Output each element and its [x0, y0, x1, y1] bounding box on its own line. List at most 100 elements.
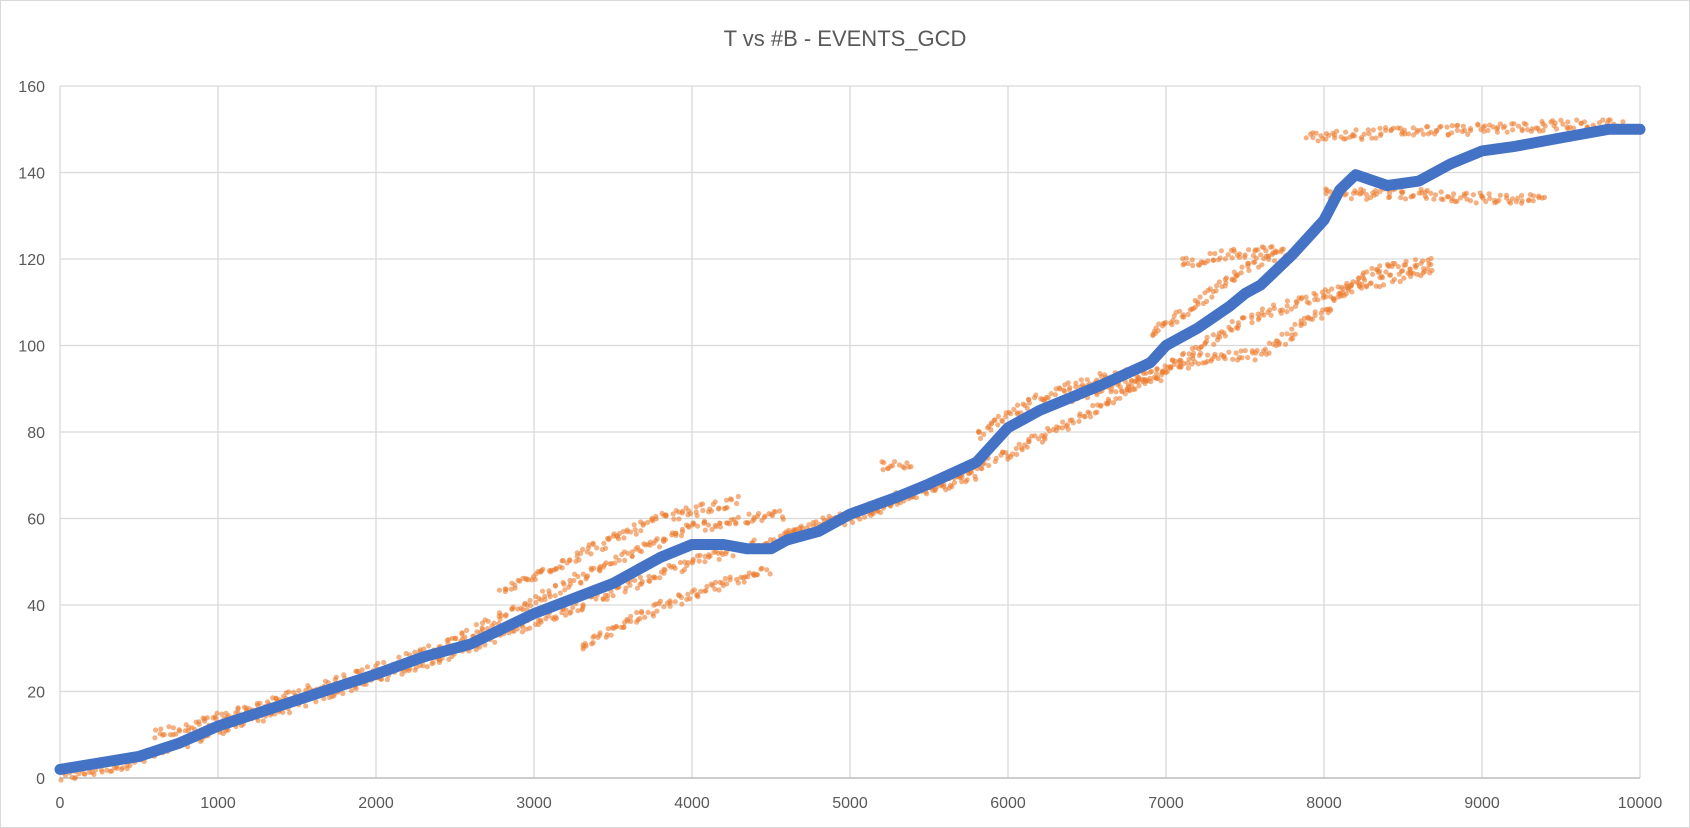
orange-data-point	[1492, 197, 1498, 203]
orange-data-point	[1190, 262, 1196, 269]
orange-data-point	[1213, 288, 1219, 294]
orange-data-point	[1497, 192, 1503, 198]
orange-data-point	[1445, 194, 1451, 200]
orange-data-point	[1187, 307, 1193, 313]
orange-data-point	[1449, 123, 1455, 129]
orange-data-point	[1386, 190, 1393, 196]
orange-data-point	[908, 464, 914, 470]
orange-data-point	[1073, 384, 1079, 390]
orange-data-point	[678, 533, 685, 539]
orange-data-point	[1135, 379, 1141, 385]
orange-data-point	[1078, 377, 1084, 383]
orange-data-point	[995, 422, 1001, 428]
orange-data-point	[1444, 124, 1450, 130]
orange-data-point	[1229, 255, 1235, 261]
orange-data-point	[1303, 135, 1309, 141]
orange-data-point	[1180, 262, 1186, 268]
orange-data-point	[1524, 127, 1531, 133]
orange-data-point	[645, 609, 651, 616]
orange-data-point	[645, 519, 651, 526]
orange-data-point	[567, 577, 573, 584]
orange-data-point	[1473, 200, 1479, 206]
orange-data-point	[1263, 248, 1269, 254]
orange-data-point	[1272, 250, 1278, 256]
orange-data-point	[1327, 306, 1333, 312]
blue-series-line	[54, 123, 1646, 775]
orange-data-point	[1223, 275, 1229, 281]
orange-data-point	[661, 570, 667, 576]
orange-data-point	[616, 531, 623, 537]
orange-data-point	[621, 624, 627, 630]
orange-data-point	[552, 593, 558, 599]
orange-data-point	[1395, 264, 1401, 270]
orange-data-point	[1318, 133, 1324, 139]
orange-data-point	[1383, 125, 1389, 131]
orange-data-point	[1378, 131, 1384, 137]
orange-data-point	[152, 735, 158, 741]
orange-data-point	[637, 574, 644, 580]
orange-data-point	[492, 639, 498, 645]
orange-data-point	[1497, 121, 1503, 127]
orange-data-point	[1365, 127, 1371, 133]
orange-data-point	[1261, 312, 1267, 318]
orange-data-point	[1519, 192, 1525, 199]
orange-data-point	[1212, 251, 1218, 257]
orange-data-point	[575, 608, 581, 614]
orange-data-point	[1284, 298, 1290, 304]
orange-data-point	[1238, 348, 1244, 354]
orange-data-point	[1449, 130, 1455, 136]
orange-data-point	[1558, 117, 1564, 123]
orange-data-point	[1368, 280, 1374, 286]
orange-data-point	[1197, 294, 1203, 300]
orange-data-point	[1402, 262, 1409, 268]
orange-data-point	[672, 599, 678, 605]
orange-data-point	[375, 660, 381, 666]
orange-data-point	[699, 501, 706, 507]
orange-data-point	[1327, 189, 1334, 195]
orange-data-point	[1553, 126, 1560, 132]
orange-data-point	[1570, 125, 1577, 131]
orange-data-point	[1288, 306, 1294, 312]
orange-data-point	[81, 771, 87, 777]
orange-data-point	[1433, 192, 1439, 198]
orange-data-point	[1076, 418, 1082, 424]
x-tick-label: 6000	[990, 795, 1026, 812]
orange-data-point	[826, 513, 832, 519]
orange-data-point	[735, 514, 741, 520]
orange-data-point	[941, 484, 947, 490]
orange-data-point	[1048, 391, 1054, 397]
orange-data-point	[613, 624, 619, 630]
orange-data-point	[1405, 131, 1412, 137]
orange-data-point	[728, 496, 734, 502]
orange-data-point	[702, 588, 708, 594]
orange-data-point	[1214, 283, 1220, 289]
orange-data-point	[1246, 261, 1252, 267]
orange-data-point	[532, 576, 538, 583]
orange-data-point	[296, 688, 302, 694]
orange-data-point	[724, 497, 730, 503]
orange-data-point	[170, 725, 176, 731]
orange-data-point	[959, 479, 965, 485]
orange-data-point	[583, 643, 589, 649]
y-tick-label: 100	[18, 339, 45, 356]
orange-data-point	[1097, 370, 1103, 377]
orange-data-point	[605, 535, 611, 542]
orange-data-point	[1226, 349, 1232, 355]
orange-data-point	[1215, 257, 1222, 263]
orange-data-point	[1420, 131, 1427, 137]
orange-data-point	[751, 537, 757, 543]
orange-data-point	[730, 553, 736, 559]
orange-data-point	[1507, 200, 1514, 206]
orange-data-point	[1284, 303, 1290, 309]
orange-data-point	[420, 663, 426, 669]
orange-data-point	[767, 571, 773, 577]
orange-data-point	[1250, 253, 1256, 259]
orange-data-point	[1069, 417, 1075, 423]
orange-data-point	[1267, 307, 1273, 313]
orange-data-point	[979, 466, 985, 472]
orange-data-point	[1205, 352, 1211, 358]
orange-data-point	[654, 608, 660, 614]
orange-data-point	[219, 711, 225, 717]
y-tick-label: 20	[27, 685, 45, 702]
orange-data-point	[667, 600, 673, 606]
